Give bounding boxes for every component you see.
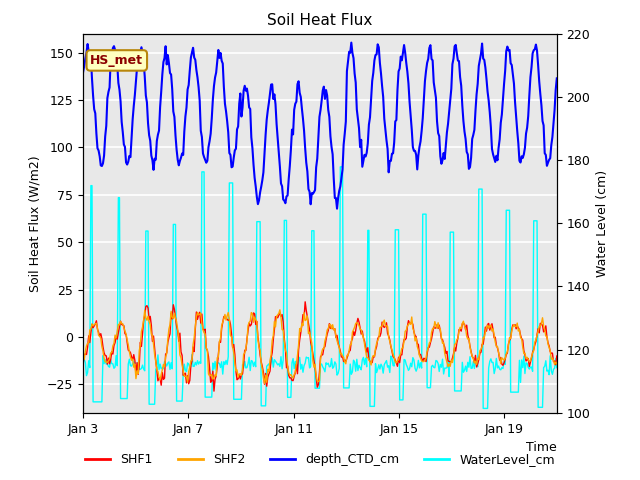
WaterLevel_cm xyxy=(553,365,561,371)
Text: HS_met: HS_met xyxy=(90,54,143,67)
depth_CTD_cm xyxy=(79,69,87,74)
SHF2 xyxy=(356,326,364,332)
depth_CTD_cm xyxy=(410,148,418,154)
depth_CTD_cm xyxy=(553,75,561,81)
X-axis label: Time: Time xyxy=(526,441,557,454)
SHF2 xyxy=(553,361,561,367)
WaterLevel_cm xyxy=(409,355,417,360)
SHF2 xyxy=(410,328,418,334)
SHF1 xyxy=(301,299,309,305)
WaterLevel_cm xyxy=(455,388,463,394)
depth_CTD_cm xyxy=(356,144,364,150)
SHF1 xyxy=(410,329,418,335)
Title: Soil Heat Flux: Soil Heat Flux xyxy=(268,13,372,28)
SHF2 xyxy=(276,307,284,312)
Line: depth_CTD_cm: depth_CTD_cm xyxy=(83,43,557,209)
depth_CTD_cm xyxy=(333,206,341,212)
SHF1 xyxy=(456,327,464,333)
SHF2 xyxy=(516,327,524,333)
SHF2 xyxy=(116,322,124,328)
Line: SHF2: SHF2 xyxy=(83,310,557,384)
SHF1 xyxy=(79,360,87,366)
SHF2 xyxy=(446,363,454,369)
WaterLevel_cm xyxy=(479,406,487,411)
SHF2 xyxy=(456,324,464,330)
Y-axis label: Water Level (cm): Water Level (cm) xyxy=(596,169,609,277)
WaterLevel_cm xyxy=(79,355,87,361)
depth_CTD_cm xyxy=(348,40,355,46)
Legend: SHF1, SHF2, depth_CTD_cm, WaterLevel_cm: SHF1, SHF2, depth_CTD_cm, WaterLevel_cm xyxy=(80,448,560,471)
Y-axis label: Soil Heat Flux (W/m2): Soil Heat Flux (W/m2) xyxy=(29,155,42,291)
depth_CTD_cm xyxy=(456,74,464,80)
WaterLevel_cm xyxy=(445,373,453,379)
SHF1 xyxy=(116,324,124,330)
WaterLevel_cm xyxy=(337,164,344,170)
Line: WaterLevel_cm: WaterLevel_cm xyxy=(83,167,557,408)
SHF1 xyxy=(516,327,524,333)
SHF1 xyxy=(553,353,561,359)
SHF1 xyxy=(356,325,364,331)
WaterLevel_cm xyxy=(116,195,124,201)
depth_CTD_cm xyxy=(116,87,124,93)
depth_CTD_cm xyxy=(446,97,454,103)
WaterLevel_cm xyxy=(355,362,363,368)
SHF2 xyxy=(79,356,87,362)
SHF1 xyxy=(210,388,218,394)
SHF2 xyxy=(260,381,268,386)
SHF1 xyxy=(446,359,454,365)
Line: SHF1: SHF1 xyxy=(83,302,557,391)
WaterLevel_cm xyxy=(516,358,524,363)
depth_CTD_cm xyxy=(516,158,524,164)
